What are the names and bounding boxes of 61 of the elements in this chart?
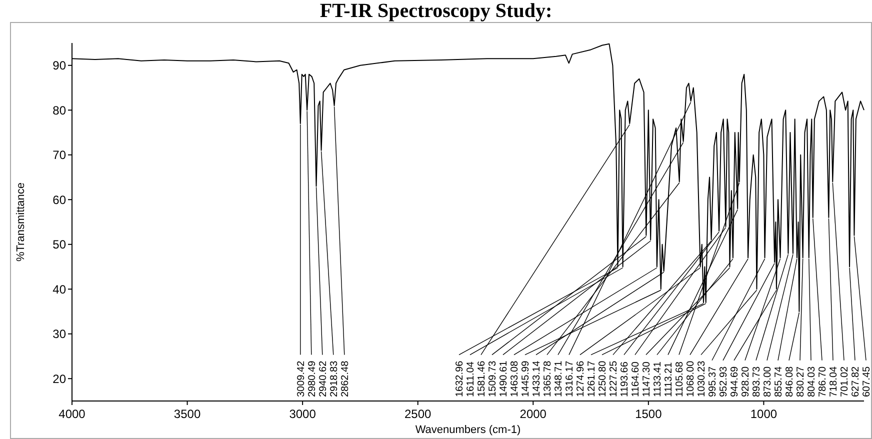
annotation: 627.82 <box>850 366 862 397</box>
y-tick-label: 50 <box>52 238 66 252</box>
annotation: 1365.78 <box>542 360 554 397</box>
annotation: 1274.96 <box>576 360 586 397</box>
annotation: 995.37 <box>708 366 718 397</box>
x-tick-label: 3000 <box>289 407 316 421</box>
x-tick-label: 1000 <box>750 407 778 421</box>
chart-title: FT-IR Spectroscopy Study: <box>320 0 552 22</box>
annotation: 1113.21 <box>664 362 674 397</box>
annotation: 1147.30 <box>642 361 652 397</box>
annotation: 846.08 <box>784 366 796 397</box>
annotation: 1611.04 <box>466 361 476 397</box>
annotation: 1261.17 <box>586 360 598 397</box>
annotation: 855.74 <box>774 366 784 397</box>
annotation: 952.93 <box>718 366 730 397</box>
y-tick-label: 20 <box>52 372 66 386</box>
annotation: 1509.73 <box>488 360 498 397</box>
annotation: 1133.41 <box>652 361 664 397</box>
annotation: 1490.61 <box>498 360 510 397</box>
x-tick-label: 3500 <box>174 407 201 421</box>
annotation: 944.69 <box>730 366 740 397</box>
annotation: 1581.46 <box>476 360 488 397</box>
annotation: 1433.14 <box>532 360 542 397</box>
annotation: 1463.08 <box>510 360 520 397</box>
y-tick-label: 70 <box>52 148 66 162</box>
annotation: 873.00 <box>762 366 774 397</box>
annotation: 2918.83 <box>328 360 340 397</box>
y-tick-label: 30 <box>52 327 66 342</box>
x-tick-label: 1500 <box>635 407 662 421</box>
annotation: 607.45 <box>862 366 872 397</box>
x-axis-title: Wavenumbers (cm-1) <box>415 424 521 436</box>
annotation: 893.73 <box>752 366 762 397</box>
annotation: 786.70 <box>818 366 828 397</box>
annotation: 1068.00 <box>686 360 696 397</box>
annotation: 2940.62 <box>318 360 329 397</box>
annotation: 1164.60 <box>630 361 642 397</box>
annotation: 1348.71 <box>554 360 564 397</box>
annotation: 3009.42 <box>296 360 307 397</box>
annotation: 1227.25 <box>608 360 620 397</box>
annotation: 2980.49 <box>306 360 318 397</box>
annotation: 928.20 <box>740 366 752 397</box>
annotation: 1105.68 <box>674 361 686 397</box>
y-tick-label: 40 <box>52 282 66 296</box>
annotation: 1193.66 <box>620 361 630 397</box>
annotation: 1030.23 <box>696 360 708 397</box>
annotation: 1632.96 <box>454 360 466 397</box>
annotation: 804.03 <box>806 366 818 397</box>
x-tick-label: 4000 <box>58 407 86 421</box>
annotation: 1250.80 <box>598 360 608 397</box>
annotation: 1316.17 <box>564 360 576 397</box>
annotation: 830.27 <box>796 366 806 397</box>
annotation: 1445.99 <box>520 360 532 397</box>
y-tick-label: 60 <box>52 192 66 207</box>
annotation: 701.02 <box>840 366 850 397</box>
annotation: 2862.48 <box>340 360 351 397</box>
y-tick-label: 80 <box>52 103 66 118</box>
x-tick-label: 2000 <box>520 407 547 421</box>
y-tick-label: 90 <box>52 58 66 73</box>
y-axis-title: %Transmittance <box>15 182 27 262</box>
x-tick-label: 2500 <box>404 407 432 421</box>
annotation: 718.04 <box>828 366 840 397</box>
